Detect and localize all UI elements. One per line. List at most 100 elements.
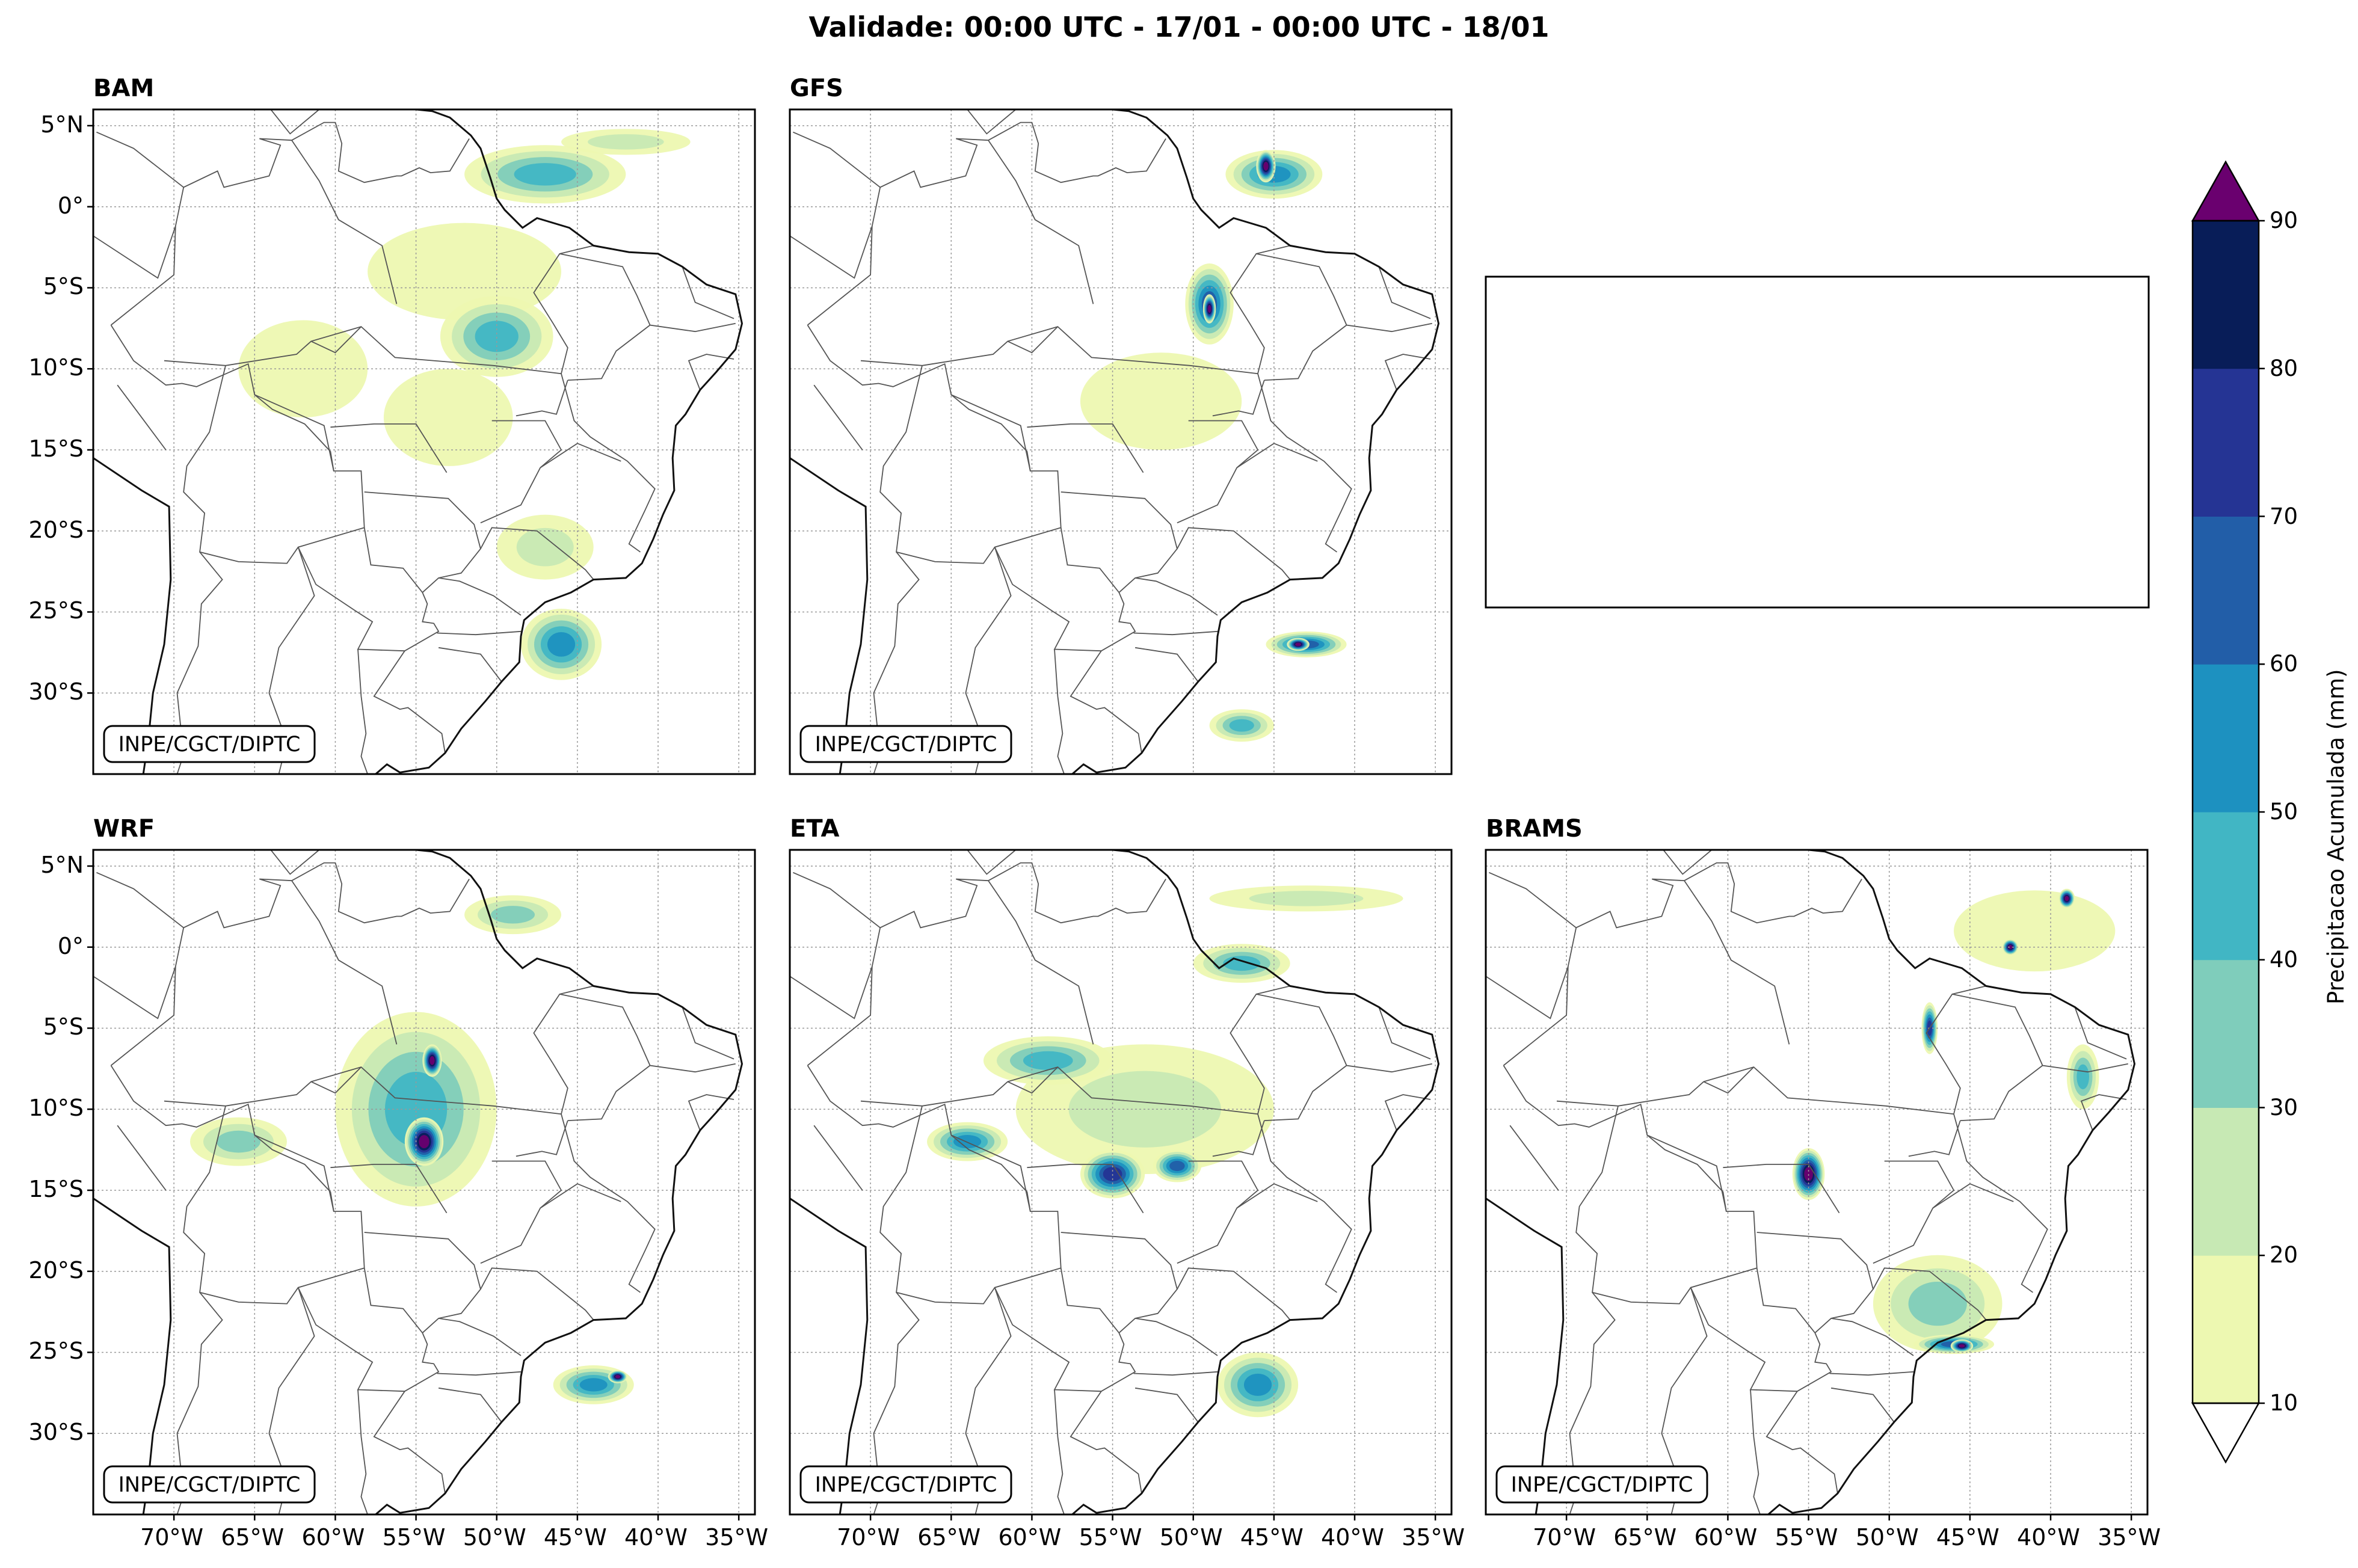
lon-tick-label: 60°W xyxy=(301,1524,365,1551)
border-line xyxy=(1007,1066,1059,1094)
panel-title: WRF xyxy=(93,815,155,843)
border-line xyxy=(682,266,734,319)
border-line xyxy=(1177,1160,1259,1264)
border-line xyxy=(291,880,398,1045)
lat-tick-label: 30°S xyxy=(28,678,84,706)
borders xyxy=(1486,850,2128,1514)
border-line xyxy=(164,985,594,1115)
precip-contour xyxy=(1243,1373,1272,1396)
precip-contour xyxy=(516,527,574,567)
border-line xyxy=(879,1105,1061,1305)
border-line xyxy=(950,1134,1031,1212)
border-line xyxy=(310,326,362,354)
precip-contour xyxy=(475,321,519,352)
border-line xyxy=(860,245,1290,375)
border-line xyxy=(807,121,1166,326)
colorbar-bin xyxy=(2193,1255,2259,1404)
border-line xyxy=(1830,1387,1895,1422)
border-line xyxy=(438,647,502,682)
credit-text: INPE/CGCT/DIPTC xyxy=(815,733,997,757)
lon-tick-label: 45°W xyxy=(1240,1524,1304,1551)
border-line xyxy=(1556,985,1986,1115)
panel-gfs: INPE/CGCT/DIPTC xyxy=(789,108,1453,775)
border-line xyxy=(793,872,881,929)
border-line xyxy=(1723,1164,1840,1214)
lat-tick-label: 25°S xyxy=(28,1338,84,1365)
precip-contour xyxy=(1249,891,1364,906)
precip-contour xyxy=(579,1378,608,1392)
border-line xyxy=(480,1160,562,1264)
precip-field xyxy=(189,895,634,1404)
border-line xyxy=(1509,1125,1559,1191)
lat-tick-label: 25°S xyxy=(28,597,84,624)
border-line xyxy=(688,1094,734,1131)
panel-frame xyxy=(789,849,1453,1516)
panel-bam: INPE/CGCT/DIPTC xyxy=(87,108,756,775)
border-line xyxy=(254,394,334,472)
border-line xyxy=(1027,423,1144,473)
border-line xyxy=(1932,1183,2014,1209)
lon-tick-label: 50°W xyxy=(1855,1524,1919,1551)
lat-tick-label: 10°S xyxy=(28,1095,84,1122)
panel-title: ETA xyxy=(790,815,840,843)
border-line xyxy=(1007,326,1059,354)
map-area xyxy=(93,109,755,774)
colorbar-extend-max xyxy=(2191,160,2261,222)
border-line xyxy=(1384,354,1431,390)
lon-tick-label: 35°W xyxy=(705,1524,769,1551)
border-line xyxy=(480,1267,594,1321)
lat-tick-label: 0° xyxy=(57,192,84,219)
lon-tick-label: 60°W xyxy=(998,1524,1062,1551)
precip-contour xyxy=(1954,890,2116,972)
panel-eta: INPE/CGCT/DIPTC xyxy=(789,849,1453,1520)
lat-tick-label: 20°S xyxy=(28,1256,84,1284)
lon-tick-label: 50°W xyxy=(463,1524,526,1551)
border-line xyxy=(807,862,1166,1066)
border-line xyxy=(254,1134,334,1212)
precip-contour xyxy=(1959,1344,1965,1348)
panel-frame xyxy=(1485,849,2149,1516)
gridlines xyxy=(93,109,755,774)
coastline xyxy=(93,850,743,1514)
lon-tick-label: 55°W xyxy=(382,1524,446,1551)
colorbar-tick-label: 40 xyxy=(2270,946,2298,973)
colorbar-tick-label: 90 xyxy=(2270,208,2298,233)
border-line xyxy=(988,140,1094,304)
border-line xyxy=(1684,880,1790,1045)
border-line xyxy=(860,985,1290,1115)
border-line xyxy=(1054,1389,1065,1514)
border-line xyxy=(330,423,448,473)
precip-contour xyxy=(2064,896,2069,902)
credit-box xyxy=(1495,1465,1708,1504)
precip-contour xyxy=(1263,162,1269,171)
border-line xyxy=(561,1114,656,1293)
border-line xyxy=(96,872,184,929)
border-line xyxy=(1952,994,2128,1073)
precip-contour xyxy=(1207,304,1211,313)
panel-title: BAM xyxy=(93,75,155,102)
precip-contour xyxy=(1023,1051,1073,1070)
border-line xyxy=(110,862,470,1066)
border-line xyxy=(1384,1094,1431,1131)
border-line xyxy=(110,121,470,326)
border-line xyxy=(793,131,881,188)
precip-contour xyxy=(1295,642,1302,647)
border-line xyxy=(516,380,568,417)
border-line xyxy=(807,1065,1142,1494)
border-line xyxy=(2080,1094,2127,1131)
colorbar-bin xyxy=(2193,664,2259,813)
lon-tick-label: 65°W xyxy=(1613,1524,1677,1551)
lon-tick-label: 70°W xyxy=(837,1524,900,1551)
border-line xyxy=(330,1164,448,1214)
border-line xyxy=(1503,1065,1838,1494)
colorbar-tick-label: 30 xyxy=(2270,1094,2298,1121)
panel-brams: INPE/CGCT/DIPTC xyxy=(1485,849,2149,1520)
border-line xyxy=(1829,1371,1914,1376)
border-line xyxy=(1256,994,1432,1073)
border-line xyxy=(1264,324,1347,381)
border-line xyxy=(1256,253,1432,333)
colorbar-tick-label: 70 xyxy=(2270,503,2298,529)
precip-contour xyxy=(216,1130,260,1153)
border-line xyxy=(2074,1007,2127,1060)
map-area xyxy=(790,109,1451,774)
